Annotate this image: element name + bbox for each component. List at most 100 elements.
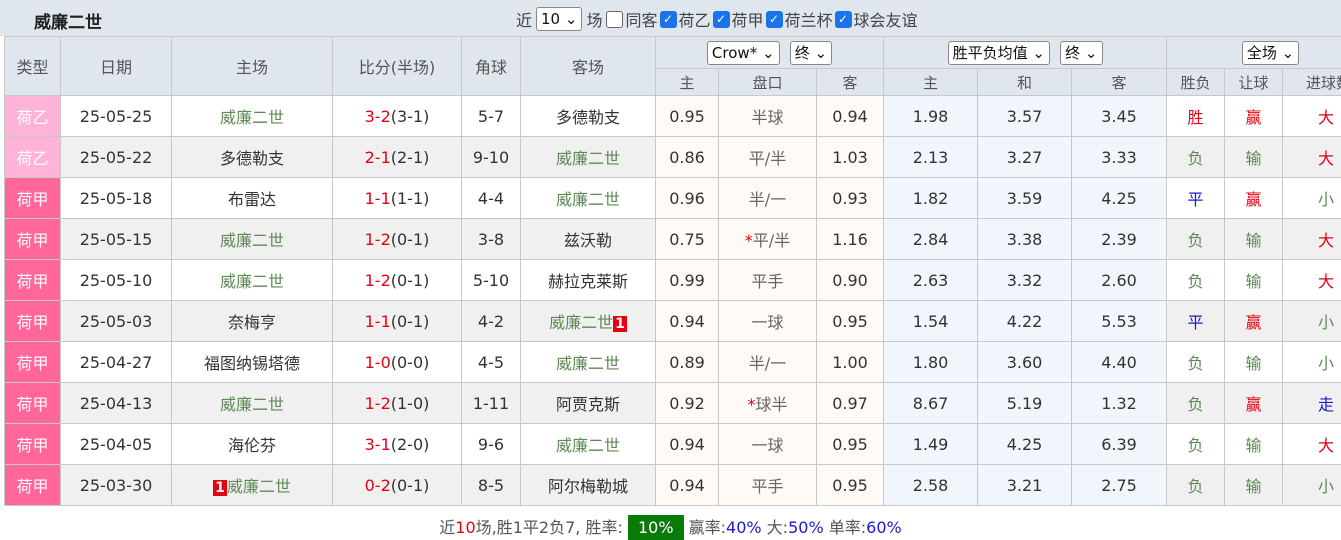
avg-draw-odds: 3.57 (978, 96, 1072, 137)
full-score: 2-1 (365, 148, 391, 167)
handicap-value: 球半 (755, 395, 787, 414)
corners: 5-10 (462, 260, 521, 301)
team-name[interactable]: 威廉二世 (556, 190, 620, 209)
half-score: (0-1) (391, 476, 430, 495)
handicap-line: 一球 (719, 301, 817, 342)
handicap-value: 半/一 (749, 190, 786, 209)
team-name[interactable]: 赫拉克莱斯 (548, 272, 628, 291)
match-score[interactable]: 3-2(3-1) (333, 96, 462, 137)
team-name[interactable]: 威廉二世 (220, 395, 284, 414)
handicap-home-odds: 0.95 (656, 96, 719, 137)
team-name[interactable]: 奈梅亨 (228, 313, 276, 332)
recent-label: 近 (516, 7, 532, 31)
match-score[interactable]: 1-0(0-0) (333, 342, 462, 383)
team-name[interactable]: 威廉二世 (549, 313, 613, 332)
filter-checkbox[interactable]: ✓ (766, 11, 783, 28)
avg-time-select[interactable]: 终 ⌄ (1060, 41, 1102, 65)
league-type[interactable]: 荷甲 (5, 301, 61, 342)
avg-home-odds: 2.13 (884, 137, 978, 178)
handicap-line: 平手 (719, 260, 817, 301)
period-select[interactable]: 全场 ⌄ (1242, 41, 1299, 65)
team-name[interactable]: 威廉二世 (556, 149, 620, 168)
league-type[interactable]: 荷乙 (5, 96, 61, 137)
avg-home-odds: 1.98 (884, 96, 978, 137)
home-team: 威廉二世 (172, 383, 333, 424)
league-type[interactable]: 荷甲 (5, 424, 61, 465)
team-name[interactable]: 威廉二世 (220, 108, 284, 127)
match-score[interactable]: 2-1(2-1) (333, 137, 462, 178)
match-score[interactable]: 0-2(0-1) (333, 465, 462, 506)
match-score[interactable]: 1-1(0-1) (333, 301, 462, 342)
recent-count-select[interactable]: 10 ⌄ (536, 7, 582, 31)
corners: 8-5 (462, 465, 521, 506)
match-score[interactable]: 1-2(1-0) (333, 383, 462, 424)
handicap-result: 赢 (1225, 178, 1283, 219)
team-name[interactable]: 阿贾克斯 (556, 395, 620, 414)
team-header: 威廉二世 近 10 ⌄ 场 同客✓荷乙✓荷甲✓荷兰杯✓球会友谊 (0, 0, 1341, 36)
team-name[interactable]: 威廉二世 (220, 231, 284, 250)
over-label: 大: (767, 518, 788, 537)
league-type[interactable]: 荷甲 (5, 178, 61, 219)
league-type[interactable]: 荷甲 (5, 260, 61, 301)
filter-checkbox[interactable] (606, 11, 623, 28)
handicap-away-odds: 0.90 (817, 260, 884, 301)
avg-home-odds: 2.58 (884, 465, 978, 506)
team-name[interactable]: 威廉二世 (556, 354, 620, 373)
filter-checkbox[interactable]: ✓ (713, 11, 730, 28)
avg-away-odds: 4.25 (1072, 178, 1167, 219)
goals-result: 小 (1283, 178, 1341, 219)
league-type[interactable]: 荷甲 (5, 219, 61, 260)
match-score[interactable]: 1-1(1-1) (333, 178, 462, 219)
match-score[interactable]: 1-2(0-1) (333, 219, 462, 260)
filter-checkbox[interactable]: ✓ (835, 11, 852, 28)
team-name[interactable]: 多德勒支 (220, 149, 284, 168)
league-type[interactable]: 荷甲 (5, 383, 61, 424)
chevron-down-icon: ⌄ (1282, 44, 1295, 62)
handicap-time-select[interactable]: 终 ⌄ (790, 41, 832, 65)
team-name[interactable]: 威廉二世 (227, 477, 291, 496)
match-date: 25-05-15 (61, 219, 172, 260)
full-score: 1-1 (365, 312, 391, 331)
home-team: 布雷达 (172, 178, 333, 219)
period-header: 全场 ⌄ (1167, 37, 1341, 69)
handicap-value: 平手 (751, 477, 783, 496)
match-date: 25-04-05 (61, 424, 172, 465)
avg-select[interactable]: 胜平负均值 ⌄ (948, 41, 1050, 65)
corners: 3-8 (462, 219, 521, 260)
handicap-line: *球半 (719, 383, 817, 424)
team-name[interactable]: 福图纳锡塔德 (204, 354, 300, 373)
match-score[interactable]: 3-1(2-0) (333, 424, 462, 465)
league-type[interactable]: 荷甲 (5, 342, 61, 383)
red-card-icon: 1 (213, 480, 227, 496)
handicap-value: 半/一 (749, 354, 786, 373)
result: 胜 (1167, 96, 1225, 137)
home-team: 威廉二世 (172, 96, 333, 137)
league-type[interactable]: 荷甲 (5, 465, 61, 506)
handicap-company-select[interactable]: Crow* ⌄ (707, 41, 780, 65)
team-name[interactable]: 兹沃勒 (564, 231, 612, 250)
result: 负 (1167, 219, 1225, 260)
filter-checkbox[interactable]: ✓ (660, 11, 677, 28)
team-name[interactable]: 威廉二世 (220, 272, 284, 291)
table-row: 荷甲 25-04-13 威廉二世 1-2(1-0) 1-11 阿贾克斯 0.92… (5, 383, 1341, 424)
team-name[interactable]: 多德勒支 (556, 108, 620, 127)
home-team: 海伦芬 (172, 424, 333, 465)
avg-away-odds: 5.53 (1072, 301, 1167, 342)
avg-draw-odds: 4.22 (978, 301, 1072, 342)
team-name[interactable]: 阿尔梅勒城 (548, 477, 628, 496)
full-score: 1-2 (365, 394, 391, 413)
team-name[interactable]: 布雷达 (228, 190, 276, 209)
table-row: 荷甲 25-05-18 布雷达 1-1(1-1) 4-4 威廉二世 0.96 半… (5, 178, 1341, 219)
avg-time-value: 终 (1065, 44, 1080, 62)
goals-result: 走 (1283, 383, 1341, 424)
match-score[interactable]: 1-2(0-1) (333, 260, 462, 301)
handicap-home-odds: 0.94 (656, 465, 719, 506)
red-card-icon: 1 (613, 316, 627, 332)
team-name[interactable]: 海伦芬 (228, 436, 276, 455)
team-name[interactable]: 威廉二世 (556, 436, 620, 455)
avg-away-odds: 2.39 (1072, 219, 1167, 260)
avg-away-odds: 4.40 (1072, 342, 1167, 383)
table-row: 荷甲 25-04-27 福图纳锡塔德 1-0(0-0) 4-5 威廉二世 0.8… (5, 342, 1341, 383)
league-type[interactable]: 荷乙 (5, 137, 61, 178)
